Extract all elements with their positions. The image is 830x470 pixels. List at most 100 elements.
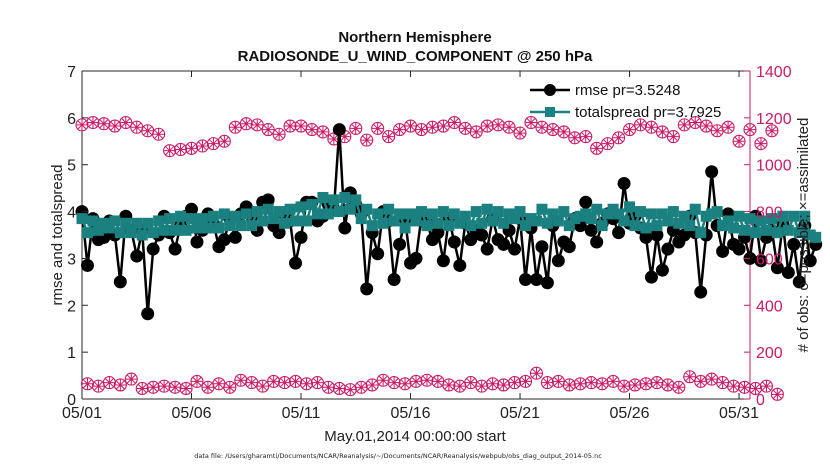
y-tick-label-left: 3 bbox=[67, 251, 76, 268]
possible-obs-marker bbox=[316, 125, 330, 139]
possible-obs-marker bbox=[617, 379, 631, 393]
assimilated-obs-marker bbox=[339, 130, 351, 143]
rmse-point bbox=[732, 242, 746, 256]
assimilated-obs-marker bbox=[700, 120, 712, 132]
totalspread-point bbox=[114, 227, 126, 239]
rmse-point bbox=[409, 251, 423, 265]
rmse-point bbox=[228, 230, 242, 244]
rmse-point bbox=[508, 242, 522, 256]
possible-obs-marker bbox=[540, 376, 554, 390]
assimilated-obs-marker bbox=[727, 380, 740, 392]
totalspread-point bbox=[251, 206, 263, 218]
assimilated-obs-marker bbox=[623, 123, 636, 136]
rmse-point bbox=[332, 123, 346, 137]
assimilated-obs-marker bbox=[459, 122, 472, 135]
rmse-point bbox=[141, 307, 155, 321]
totalspread-point bbox=[196, 213, 208, 225]
totalspread-point bbox=[799, 210, 811, 222]
possible-obs-marker bbox=[486, 377, 500, 391]
assimilated-obs-marker bbox=[547, 123, 559, 136]
assimilated-obs-marker bbox=[81, 377, 94, 390]
totalspread-point bbox=[662, 215, 674, 227]
totalspread-point bbox=[558, 206, 570, 218]
rmse-point bbox=[612, 226, 626, 240]
assimilated-obs-marker bbox=[289, 375, 302, 388]
possible-obs-marker bbox=[655, 125, 669, 139]
assimilated-obs-marker bbox=[722, 121, 734, 134]
chart-subtitle: RADIOSONDE_U_WIND_COMPONENT @ 250 hPa bbox=[238, 48, 593, 65]
totalspread-point bbox=[728, 222, 740, 234]
assimilated-obs-marker bbox=[169, 381, 181, 394]
possible-obs-marker bbox=[513, 126, 527, 140]
totalspread-point bbox=[695, 227, 707, 239]
possible-obs-marker bbox=[360, 133, 374, 147]
totalspread-point bbox=[131, 217, 143, 229]
assimilated-obs-marker bbox=[349, 122, 362, 135]
rmse-point bbox=[551, 254, 565, 268]
totalspread-point bbox=[279, 217, 291, 229]
assimilated-obs-marker bbox=[656, 126, 669, 138]
assimilated-obs-marker bbox=[470, 126, 483, 138]
totalspread-point bbox=[624, 201, 636, 213]
rmse-point bbox=[80, 258, 94, 272]
totalspread-point bbox=[355, 213, 367, 225]
possible-obs-marker bbox=[447, 115, 461, 130]
possible-obs-marker bbox=[420, 373, 434, 387]
assimilated-obs-marker bbox=[229, 121, 242, 134]
assimilated-obs-marker bbox=[114, 379, 127, 391]
totalspread-point bbox=[262, 203, 274, 215]
possible-obs-marker bbox=[666, 130, 680, 144]
totalspread-point bbox=[465, 220, 477, 232]
possible-obs-marker bbox=[310, 376, 324, 390]
rmse-point bbox=[338, 221, 352, 235]
assimilated-obs-marker bbox=[437, 120, 450, 132]
y-tick-label-left: 5 bbox=[67, 158, 76, 175]
possible-obs-marker bbox=[770, 387, 784, 401]
assimilated-obs-marker bbox=[733, 135, 745, 148]
rmse-point bbox=[590, 235, 604, 249]
totalspread-point bbox=[344, 203, 356, 215]
possible-obs-marker bbox=[743, 123, 757, 137]
possible-obs-marker bbox=[502, 120, 516, 134]
possible-obs-marker bbox=[754, 137, 768, 151]
totalspread-point bbox=[788, 210, 800, 222]
totalspread-point bbox=[771, 227, 783, 239]
totalspread-point bbox=[749, 227, 761, 239]
rmse-point bbox=[792, 275, 806, 289]
totalspread-point bbox=[739, 224, 751, 236]
y-tick-label-right: 800 bbox=[756, 205, 783, 222]
totalspread-point bbox=[536, 203, 548, 215]
assimilated-obs-marker bbox=[634, 119, 647, 131]
possible-obs-marker bbox=[612, 131, 626, 145]
totalspread-point bbox=[290, 215, 302, 227]
assimilated-obs-marker bbox=[196, 140, 209, 152]
totalspread-point bbox=[218, 208, 230, 220]
rmse-point bbox=[787, 237, 801, 251]
x-tick-label: 05/31 bbox=[719, 405, 759, 422]
series-assimilated bbox=[76, 116, 784, 401]
totalspread-point bbox=[372, 208, 384, 220]
assimilated-obs-marker bbox=[618, 380, 630, 392]
rmse-point bbox=[387, 273, 401, 287]
totalspread-point bbox=[618, 215, 630, 227]
totalspread-point bbox=[711, 206, 723, 218]
totalspread-point bbox=[361, 203, 373, 215]
possible-obs-marker bbox=[601, 137, 615, 151]
possible-obs-marker bbox=[584, 376, 598, 390]
possible-obs-marker bbox=[168, 380, 182, 394]
assimilated-obs-marker bbox=[388, 376, 400, 389]
y-tick-label-right: 400 bbox=[756, 298, 783, 315]
possible-obs-marker bbox=[239, 117, 253, 131]
possible-obs-marker bbox=[606, 374, 620, 388]
assimilated-obs-marker bbox=[278, 376, 291, 389]
assimilated-obs-marker bbox=[103, 376, 116, 389]
totalspread-point bbox=[443, 220, 455, 232]
assimilated-obs-marker bbox=[218, 135, 231, 148]
assimilated-obs-marker bbox=[766, 124, 778, 137]
assimilated-obs-marker bbox=[306, 123, 318, 136]
assimilated-obs-marker bbox=[322, 381, 335, 394]
possible-obs-marker bbox=[349, 121, 363, 135]
assimilated-obs-marker bbox=[311, 376, 324, 389]
totalspread-point bbox=[487, 215, 499, 227]
series-layer bbox=[75, 115, 823, 401]
